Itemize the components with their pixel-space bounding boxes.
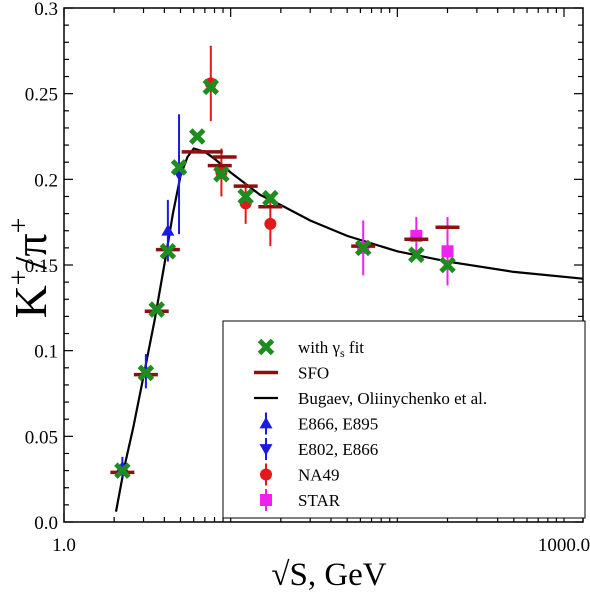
gamma-fit-point-glyph: [262, 189, 279, 207]
legend-label-main: SFO: [298, 364, 329, 383]
gamma-fit-point-glyph: [188, 128, 206, 145]
gamma-fit-point: [188, 128, 206, 145]
gamma-fit-point: [439, 256, 456, 274]
y-axis-title-k: K: [5, 285, 56, 318]
gamma-fit-point-glyph: [213, 165, 230, 183]
legend-label-main: E866, E895: [298, 415, 378, 434]
na49-point-glyph: [264, 217, 277, 230]
gamma-fit-point-glyph: [354, 239, 372, 257]
legend-label-sub: s: [340, 346, 345, 360]
legend-label-main: E802, E866: [298, 440, 378, 459]
star-point: [441, 245, 454, 258]
star-point-glyph: [441, 245, 454, 258]
y-tick-label: 0.2: [34, 170, 58, 191]
x-tick-label: 1000.0: [538, 535, 590, 556]
gamma-fit-point: [408, 246, 425, 263]
x-tick-label: 1.0: [52, 535, 76, 556]
y-tick-label: 0.15: [25, 256, 58, 277]
gamma-fit-point: [170, 159, 188, 176]
e866-e895-point-glyph: [161, 224, 175, 236]
y-axis-title-mid: /π: [5, 233, 56, 269]
gamma-fit-point: [213, 165, 230, 183]
gamma-fit-point: [354, 239, 372, 257]
y-tick-label: 0.25: [25, 85, 58, 106]
legend-label: STAR: [298, 491, 341, 510]
y-tick-label: 0.0: [34, 513, 58, 534]
legend-label-rest: fit: [345, 338, 365, 357]
gamma-fit-point-glyph: [439, 256, 456, 274]
y-axis-title-sup1: +: [4, 269, 35, 285]
na49-point: [264, 217, 277, 230]
gamma-fit-point: [202, 78, 220, 96]
gamma-fit-point-glyph: [237, 188, 254, 205]
legend-label: SFO: [298, 364, 329, 383]
e866-e895-point: [161, 224, 175, 236]
gamma-fit-point: [159, 243, 177, 260]
y-tick-label: 0.05: [25, 427, 58, 448]
gamma-fit-point-glyph: [137, 364, 155, 382]
gamma-fit-point-glyph: [114, 462, 131, 479]
legend-label-main: with γ: [298, 338, 340, 357]
legend-label: Bugaev, Oliinychenko et al.: [298, 389, 487, 408]
gamma-fit-point-glyph: [159, 243, 177, 260]
legend-label: E866, E895: [298, 415, 378, 434]
gamma-fit-point: [148, 301, 165, 318]
ticks-layer: 0.0 0.05 0.1 0.15 0.2 0.25 0.3 1.0 1000.0: [25, 0, 590, 556]
y-axis-title: K+/π+: [4, 218, 56, 319]
gamma-fit-point-glyph: [408, 246, 425, 263]
gamma-fit-point-glyph: [170, 159, 188, 176]
legend-label: E802, E866: [298, 440, 378, 459]
legend-label-main: NA49: [298, 466, 340, 485]
legend-box: [222, 320, 586, 519]
legend-label-main: STAR: [298, 491, 341, 510]
gamma-fit-point: [237, 188, 254, 205]
y-tick-label: 0.1: [34, 342, 58, 363]
gamma-fit-point: [114, 462, 131, 479]
legend-label: NA49: [298, 466, 340, 485]
x-axis-title: √S, GeV: [271, 557, 386, 593]
gamma-fit-point-glyph: [148, 301, 165, 318]
legend-marker-gamma-fit-point-glyph: [257, 338, 275, 356]
legend: with γs fit SFO Bugaev, Oliinychenko et al…: [222, 320, 586, 519]
legend-marker-gamma-fit-point: [257, 338, 275, 356]
gamma-fit-point-glyph: [202, 78, 220, 96]
y-tick-label: 0.3: [34, 0, 58, 20]
legend-label: with γs fit: [298, 338, 364, 360]
marks-layer: [110, 45, 460, 479]
gamma-fit-point: [262, 189, 279, 207]
legend-label-main: Bugaev, Oliinychenko et al.: [298, 389, 487, 408]
y-axis-title-sup2: +: [4, 218, 35, 234]
gamma-fit-point: [137, 364, 155, 382]
